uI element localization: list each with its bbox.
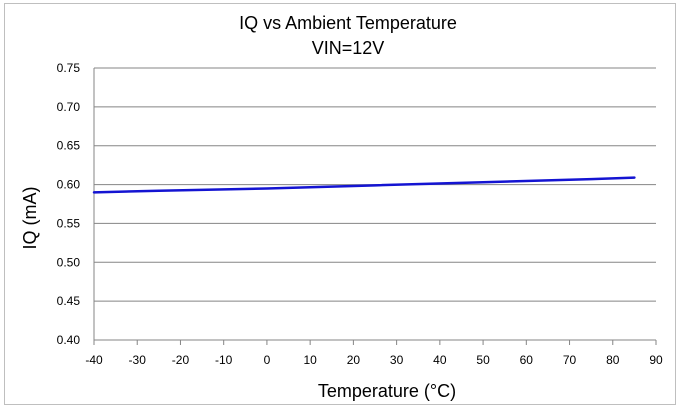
- x-tick-label: 70: [563, 353, 577, 367]
- chart-subtitle: VIN=12V: [312, 38, 385, 58]
- y-tick-label: 0.50: [57, 255, 81, 269]
- x-tick-label: -10: [215, 353, 233, 367]
- x-axis-title: Temperature (°C): [318, 381, 456, 401]
- y-tick-label: 0.55: [57, 216, 81, 230]
- y-tick-label: 0.40: [57, 333, 81, 347]
- x-tick-label: 20: [347, 353, 361, 367]
- gridlines: [94, 67, 656, 341]
- x-tick-label: 40: [433, 353, 447, 367]
- x-tick-label: 60: [520, 353, 534, 367]
- chart-title: IQ vs Ambient Temperature: [239, 13, 457, 33]
- y-tick-label: 0.65: [57, 139, 81, 153]
- y-tick-label: 0.60: [57, 178, 81, 192]
- x-tick-label: 50: [476, 353, 490, 367]
- x-tick-label: 80: [606, 353, 620, 367]
- x-tick-label: -20: [172, 353, 190, 367]
- y-tick-label: 0.75: [57, 61, 81, 75]
- x-tick-label: 10: [303, 353, 317, 367]
- x-tick-label: 90: [649, 353, 663, 367]
- x-tick-label: -40: [85, 353, 103, 367]
- x-tick-label: 30: [390, 353, 404, 367]
- y-axis-title: IQ (mA): [20, 187, 40, 250]
- x-tick-labels: -40 -30 -20 -10 0 10 20 30 40 50 60 70 80 90: [85, 353, 663, 367]
- y-tick-labels: 0.40 0.45 0.50 0.55 0.60 0.65 0.70 0.75: [57, 61, 81, 347]
- y-tick-label: 0.45: [57, 294, 81, 308]
- axes: [93, 68, 657, 345]
- series-group: [92, 176, 636, 194]
- x-tick-label: 0: [264, 353, 271, 367]
- line-chart: IQ vs Ambient Temperature VIN=12V 0.400.…: [20, 13, 663, 401]
- y-tick-label: 0.70: [57, 100, 81, 114]
- chart-area: IQ vs Ambient Temperature VIN=12V 0.40 0.…: [4, 3, 676, 405]
- x-tick-label: -30: [129, 353, 147, 367]
- series-line: [92, 176, 636, 194]
